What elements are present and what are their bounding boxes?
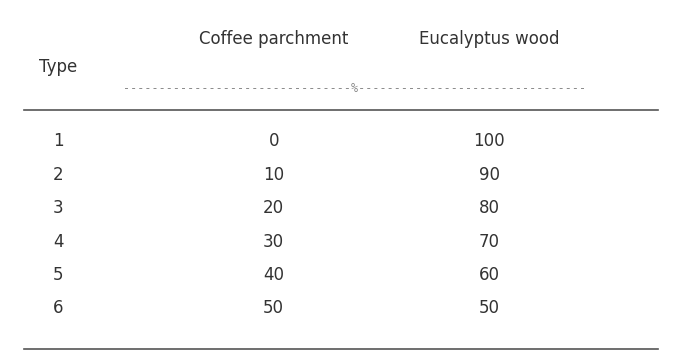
- Text: Eucalyptus wood: Eucalyptus wood: [419, 30, 559, 48]
- Text: --------------------------------%--------------------------------: --------------------------------%-------…: [123, 82, 586, 95]
- Text: 2: 2: [53, 166, 63, 184]
- Text: 3: 3: [53, 199, 63, 217]
- Text: 4: 4: [53, 233, 63, 251]
- Text: 50: 50: [479, 300, 500, 318]
- Text: 40: 40: [263, 266, 284, 284]
- Text: 80: 80: [479, 199, 500, 217]
- Text: 70: 70: [479, 233, 500, 251]
- Text: 100: 100: [473, 132, 505, 150]
- Text: Type: Type: [39, 58, 77, 76]
- Text: Coffee parchment: Coffee parchment: [199, 30, 349, 48]
- Text: 10: 10: [263, 166, 284, 184]
- Text: 5: 5: [53, 266, 63, 284]
- Text: 50: 50: [263, 300, 284, 318]
- Text: 6: 6: [53, 300, 63, 318]
- Text: 0: 0: [269, 132, 279, 150]
- Text: 90: 90: [479, 166, 500, 184]
- Text: 1: 1: [53, 132, 63, 150]
- Text: 60: 60: [479, 266, 500, 284]
- Text: 30: 30: [263, 233, 284, 251]
- Text: 20: 20: [263, 199, 284, 217]
